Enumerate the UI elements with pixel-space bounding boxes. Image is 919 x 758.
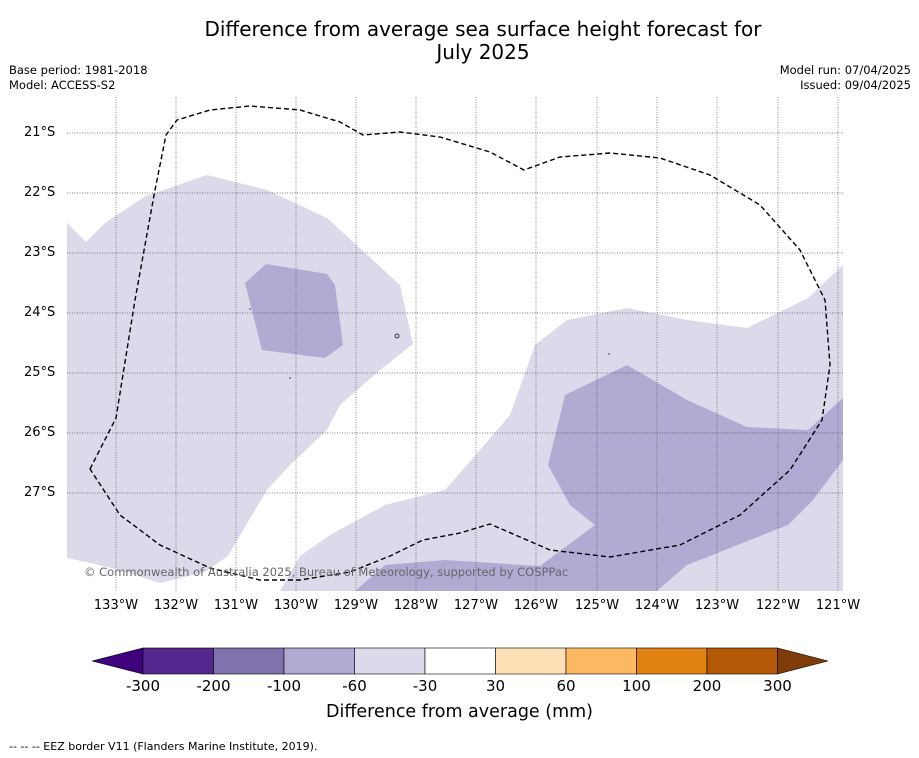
colorbar-tick: -200: [196, 677, 231, 695]
lon-label: 123°W: [694, 598, 740, 613]
colorbar-tick: -30: [412, 677, 438, 695]
lat-label: 24°S: [24, 305, 56, 320]
colorbar-bin: [636, 647, 708, 675]
colorbar-under: [91, 647, 144, 675]
model-run: Model run: 07/04/2025: [779, 63, 911, 77]
colorbar-bin: [565, 647, 637, 675]
colorbar-tick: 100: [622, 677, 651, 695]
colorbar-tick: 300: [763, 677, 792, 695]
map-speck: [289, 377, 291, 379]
map-speck: [249, 308, 251, 310]
metadata-left: Base period: 1981-2018 Model: ACCESS-S2: [9, 63, 148, 93]
lat-label: 21°S: [24, 125, 56, 140]
lat-label: 22°S: [24, 185, 56, 200]
map-title: Difference from average sea surface heig…: [0, 18, 919, 64]
colorbar-bin: [424, 647, 496, 675]
lat-label: 25°S: [24, 365, 56, 380]
eez-border: [89, 105, 831, 581]
lon-label: 126°W: [513, 598, 559, 613]
colorbar-tick: -60: [342, 677, 367, 695]
title-line-2: July 2025: [436, 40, 530, 64]
colorbar-bin: [495, 647, 567, 675]
colorbar-bin: [706, 647, 778, 675]
colorbar-tick: 60: [556, 677, 576, 695]
colorbar-over: [777, 647, 829, 675]
colorbar-bin: [354, 647, 426, 675]
colorbar-tick: -300: [125, 677, 161, 695]
lon-label: 127°W: [453, 598, 499, 613]
colorbar-tick: 200: [692, 677, 722, 695]
metadata-right: Model run: 07/04/2025 Issued: 09/04/2025: [780, 63, 911, 93]
map-speck: [394, 333, 400, 339]
lon-label: 133°W: [93, 598, 139, 613]
lon-label: 121°W: [815, 598, 861, 613]
lon-label: 122°W: [755, 598, 801, 613]
colorbar-tick: -100: [266, 677, 302, 695]
gridlines: [67, 97, 843, 591]
copyright-notice: © Commonwealth of Australia 2025, Bureau…: [84, 565, 569, 579]
lat-label: 26°S: [24, 425, 56, 440]
issued-date: Issued: 09/04/2025: [800, 78, 911, 92]
lon-label: 132°W: [153, 598, 199, 613]
colorbar: [91, 647, 829, 675]
colorbar-bin: [213, 647, 285, 675]
lon-label: 130°W: [273, 598, 319, 613]
colorbar-label: Difference from average (mm): [325, 702, 594, 722]
colorbar-tick: 30: [485, 677, 506, 695]
colorbar-bin: [283, 647, 355, 675]
lon-label: 128°W: [393, 598, 439, 613]
colorbar-bin: [142, 647, 214, 675]
title-line-1: Difference from average sea surface heig…: [204, 17, 762, 41]
eez-legend-note: -- -- -- EEZ border V11 (Flanders Marine…: [9, 740, 318, 753]
anomaly-region-dark-west: [245, 264, 343, 358]
lat-label: 27°S: [24, 485, 56, 500]
map-speck: [608, 353, 610, 355]
anomaly-region-dark-east: [355, 365, 843, 591]
lon-label: 131°W: [213, 598, 259, 613]
lon-label: 124°W: [634, 598, 680, 613]
lon-label: 125°W: [574, 598, 620, 613]
model-name: Model: ACCESS-S2: [9, 78, 116, 92]
lat-label: 23°S: [24, 245, 56, 260]
base-period: Base period: 1981-2018: [9, 63, 148, 77]
lon-label: 129°W: [333, 598, 379, 613]
